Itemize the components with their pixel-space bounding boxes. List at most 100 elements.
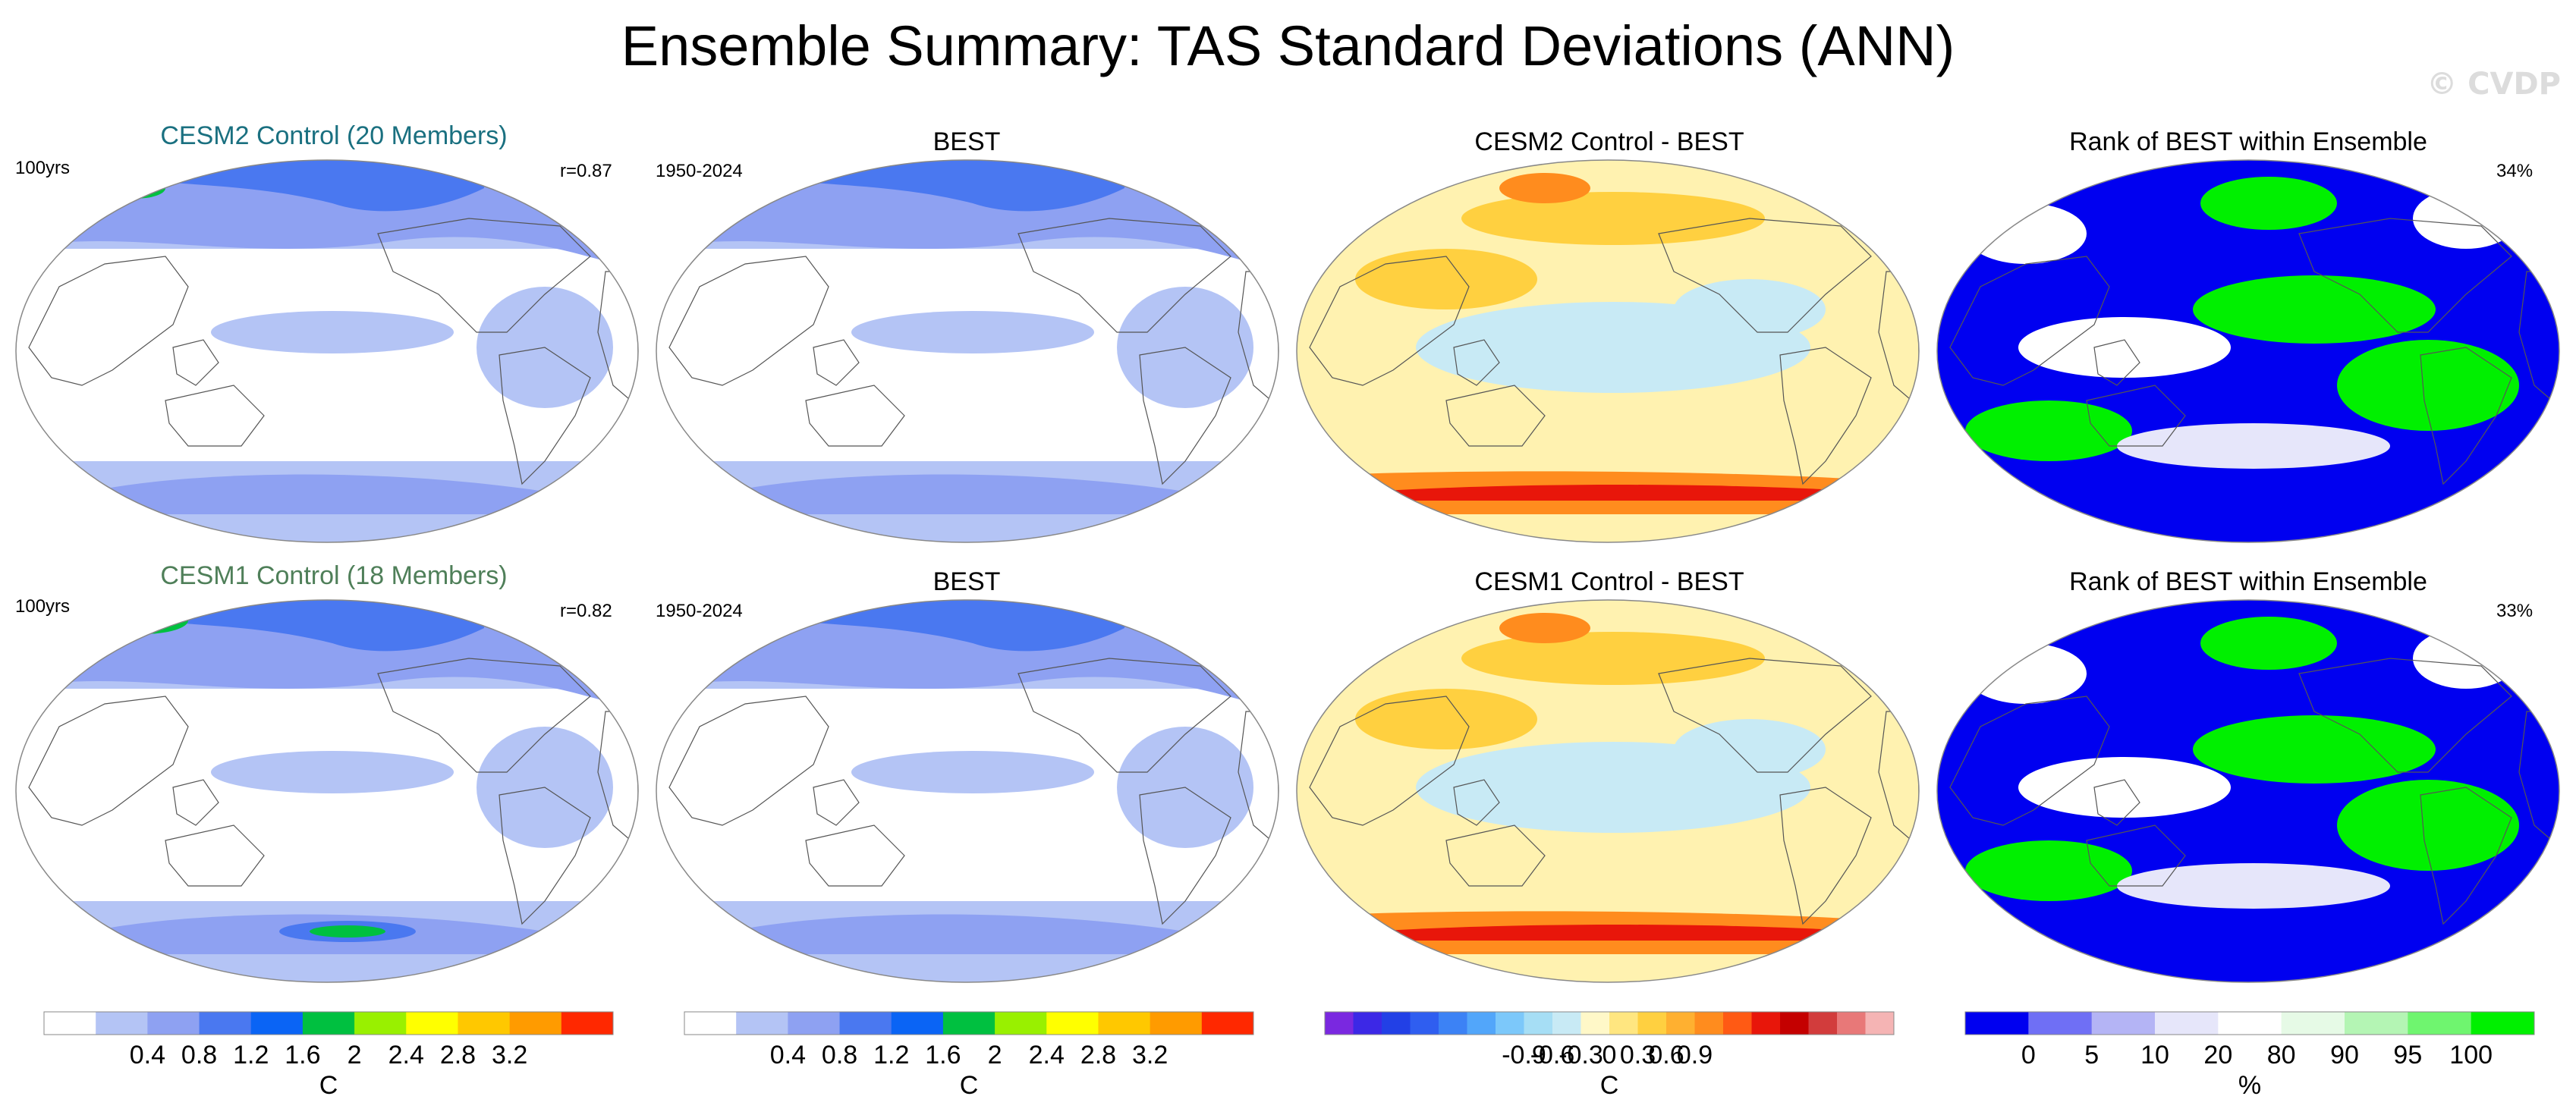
colorbar-swatch [684,1012,737,1035]
colorbar-tick-label: 5 [2084,1041,2099,1069]
panel-title-diff-row2: CESM1 Control - BEST [1474,567,1744,596]
colorbar-tick-label: 10 [2140,1041,2169,1069]
coastline [1453,779,1500,826]
coastline [2093,339,2140,386]
map-field [1937,160,2559,542]
colorbar-tick-label: 0.8 [181,1041,217,1069]
colorbar-swatch [2408,1012,2472,1035]
map-border [1296,599,1920,983]
colorbar-swatch [1439,1012,1467,1035]
colorbar-unit-label: % [2238,1071,2261,1097]
coastline [2093,779,2140,826]
colorbar-unit-label: C [960,1071,979,1097]
colorbar-tick-label: 0.4 [770,1041,806,1069]
colorbar-swatch [458,1012,511,1035]
map-field [1937,600,2559,982]
coastline [1445,385,1546,447]
colorbar-unit-label: C [1600,1071,1619,1097]
coastline [1779,347,1872,485]
colorbar-swatch [1837,1012,1866,1035]
colorbar-swatch [2218,1012,2282,1035]
colorbar-tick-label: 2.4 [388,1041,424,1069]
colorbar-outline [684,1011,1254,1035]
map-border [15,159,639,543]
colorbar-swatch [736,1012,788,1035]
coastline [172,339,219,386]
colorbar-tick-label: -0.3 [1558,1041,1603,1069]
panel-title-obs-row1: BEST [933,127,1001,156]
colorbar-stddev-obs: 0.4 0.8 1.2 1.6 2 2.4 2.8 3.2 C [684,1011,1254,1097]
colorbar-swatch [1609,1012,1638,1035]
coastline [805,385,905,447]
colorbar-swatch [1046,1012,1099,1035]
colorbar-tick-label: 3.2 [492,1041,527,1069]
colorbar-unit-label: C [319,1071,338,1097]
colorbar-tick-label: 2.8 [1080,1041,1116,1069]
colorbar-outline [1964,1011,2535,1035]
coastline [377,658,591,773]
colorbar-tick-label: 0.9 [1677,1041,1713,1069]
map-rank-row2 [1936,599,2560,983]
panel-title-rank-row1: Rank of BEST within Ensemble [2069,127,2427,156]
map-border [1936,159,2560,543]
colorbar-swatch [2091,1012,2156,1035]
colorbar-swatch [2345,1012,2408,1035]
colorbar-swatch [1467,1012,1496,1035]
map-obs-row1 [656,159,1279,543]
rank-pct-row2: 33% [2496,601,2534,621]
model-years-row2: 100yrs [15,596,71,617]
colorbar-tick-label: 80 [2267,1041,2296,1069]
coastline [805,824,905,887]
colorbar-tick-label: 100 [2449,1041,2493,1069]
map-border [1296,159,1920,543]
coastline [1309,256,1470,386]
colorbar-difference: -0.9-0.6-0.30 0.30.60.9 C [1324,1011,1895,1097]
colorbar-swatch [96,1012,148,1035]
colorbar-swatch [1524,1012,1553,1035]
map-diff-row2 [1296,599,1920,983]
map-border [656,599,1279,983]
colorbar-swatch [1552,1012,1581,1035]
coastline [165,385,265,447]
colorbar-swatch [1723,1012,1752,1035]
coastline [377,218,591,333]
colorbar-tick-label: 1.6 [925,1041,961,1069]
colorbar-swatch [199,1012,252,1035]
colorbar-tick-label: 0 [1603,1041,1617,1069]
panel-title-rank-row2: Rank of BEST within Ensemble [2069,567,2427,596]
colorbar-swatch [1353,1012,1382,1035]
colorbar-tick-label: 90 [2330,1041,2359,1069]
map-border [1936,599,2560,983]
colorbar-swatch [1965,1012,2029,1035]
coastline [2420,347,2512,485]
colorbar-tick-label: 2 [348,1041,362,1069]
figure-title: Ensemble Summary: TAS Standard Deviation… [621,14,1955,77]
colorbar-swatch [1325,1012,1354,1035]
colorbar-tick-label: 3.2 [1132,1041,1168,1069]
colorbar-tick-label: 2.4 [1029,1041,1065,1069]
colorbar-swatch [942,1012,995,1035]
coastline [499,347,591,485]
colorbar-swatch [561,1012,614,1035]
model-r-row1: r=0.87 [560,161,612,181]
colorbar-swatch [1150,1012,1203,1035]
colorbar-tick-label: -0.6 [1530,1041,1575,1069]
coastline [28,696,189,826]
colorbar-swatch [1201,1012,1254,1035]
colorbar-tick-label: 20 [2203,1041,2232,1069]
colorbar-swatch [2281,1012,2345,1035]
colorbar-swatch [1098,1012,1151,1035]
coastline [2086,824,2186,887]
colorbar-swatch [1496,1012,1524,1035]
coastline [1139,787,1231,925]
coastline [668,696,829,826]
coastline [1779,787,1872,925]
map-diff-row1 [1296,159,1920,543]
colorbar-tick-label: 1.2 [233,1041,269,1069]
colorbar-tick-label: 0.4 [130,1041,165,1069]
coastline [28,256,189,386]
map-model-row2 [15,599,639,983]
colorbar-swatch [1581,1012,1610,1035]
coastline [1309,696,1470,826]
colorbar-swatch [1382,1012,1411,1035]
